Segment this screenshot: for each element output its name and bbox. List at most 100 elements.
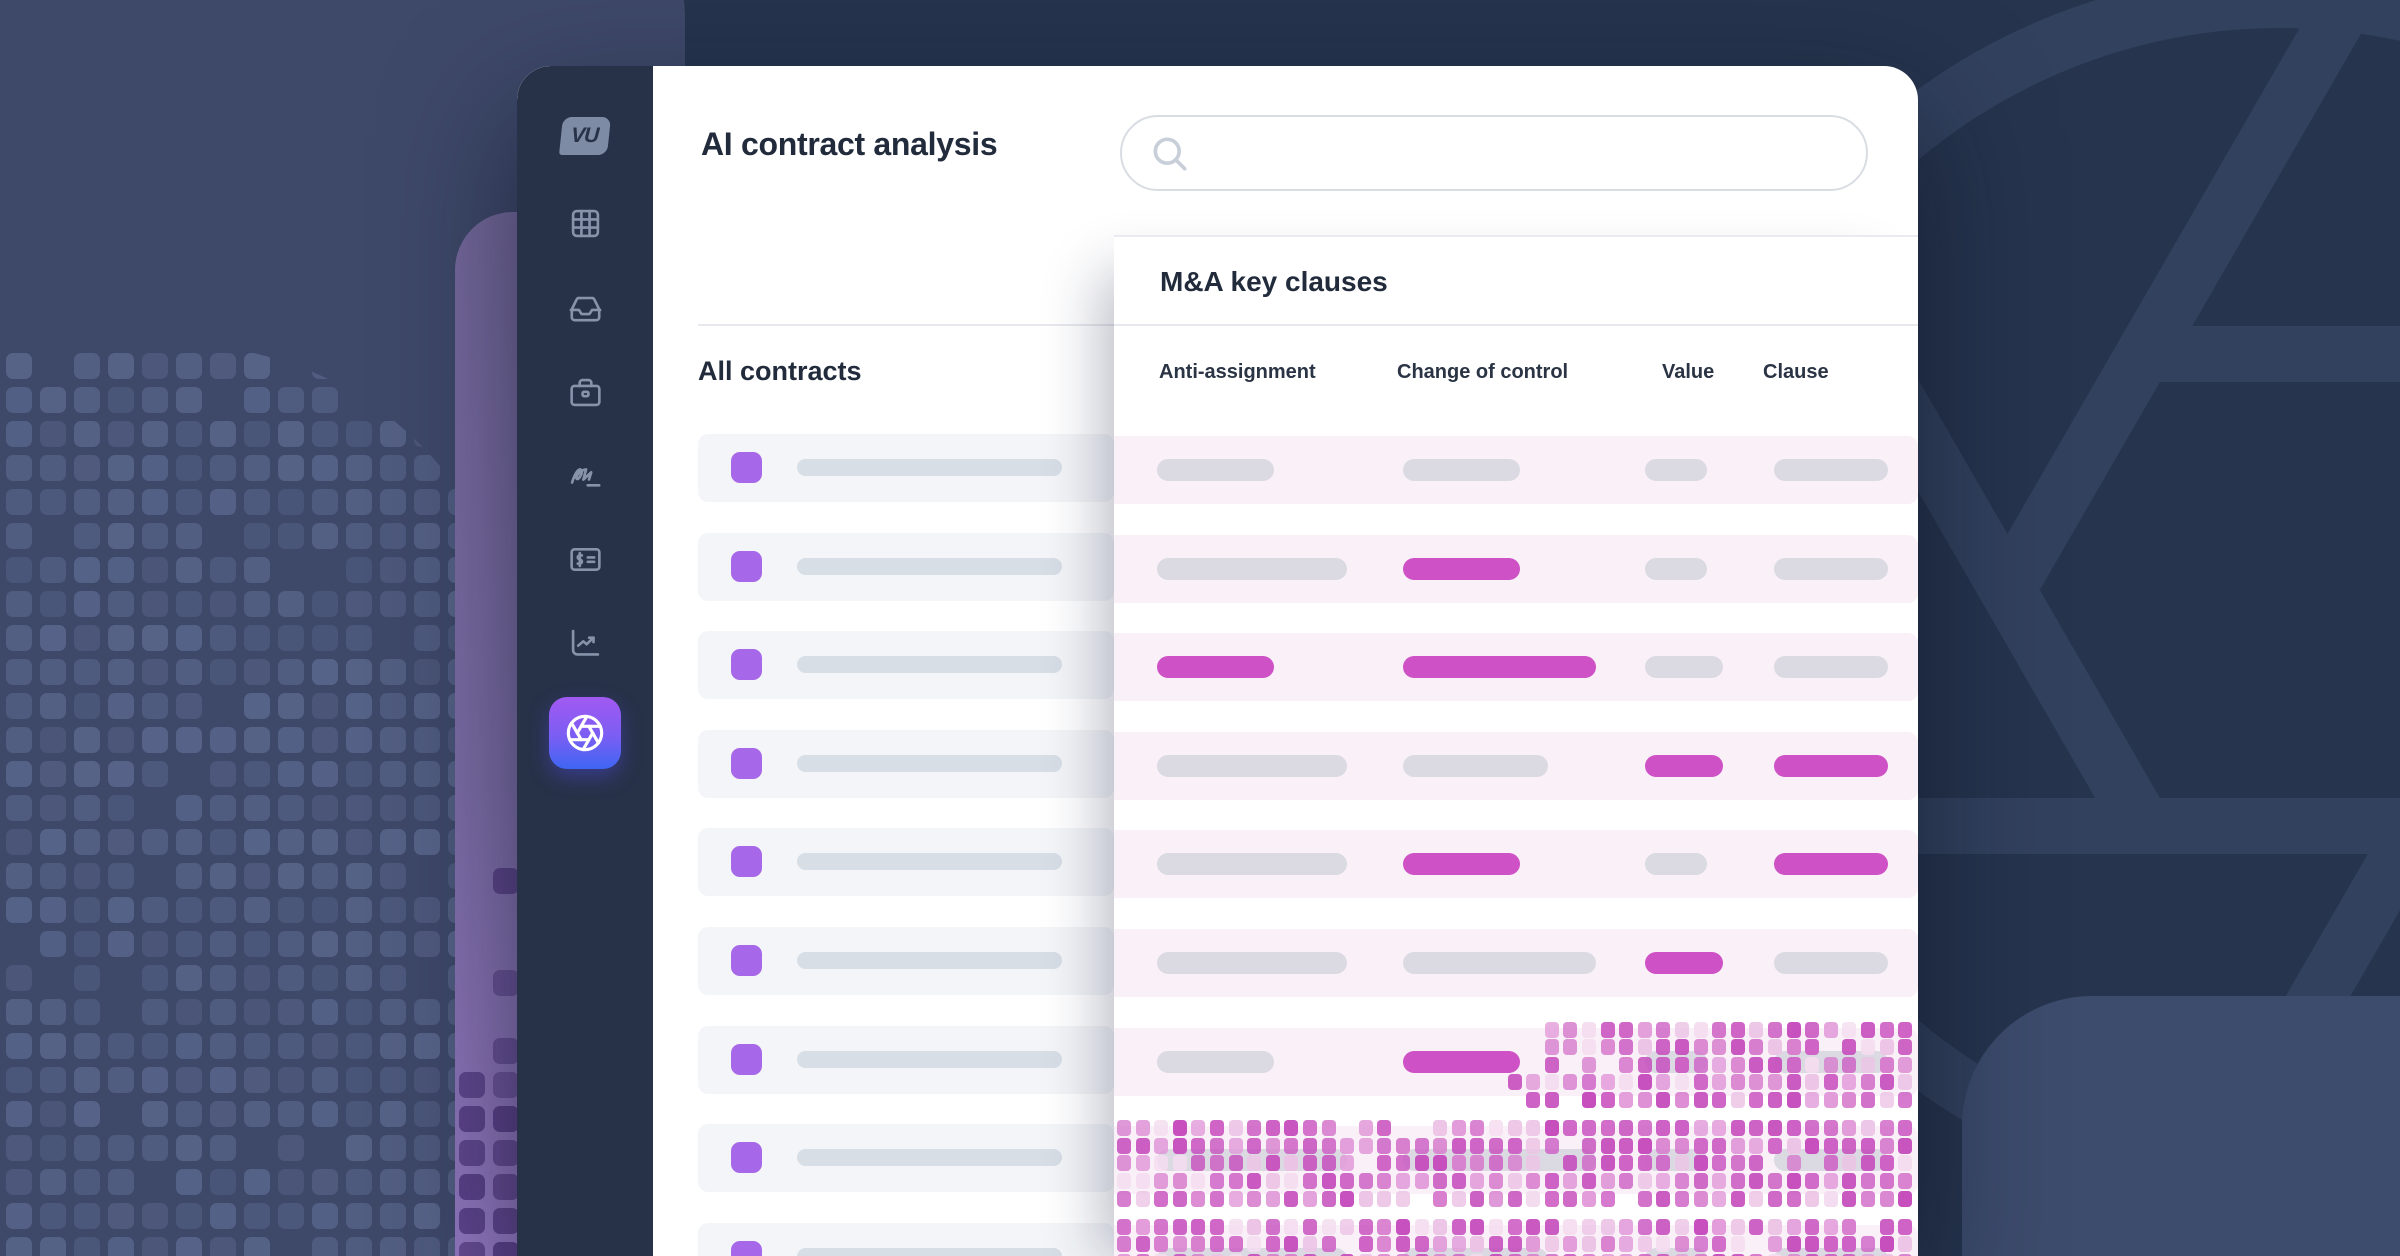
inbox-icon [569,296,601,321]
mosaic-dot [380,1033,406,1059]
contract-name-skeleton [797,754,1062,772]
anti-assignment-bar [1157,656,1274,679]
search-input[interactable] [1208,123,1842,185]
mosaic-dot [210,829,236,855]
mosaic-dot [74,1237,100,1256]
mosaic-dot [414,557,440,583]
sidebar-item-dashboard[interactable] [563,201,607,245]
mosaic-dot [380,829,406,855]
contract-type-square [731,1142,762,1174]
mosaic-dot [176,523,202,549]
mosaic-dot [176,829,202,855]
clause-row[interactable] [1114,534,1918,603]
clause-row[interactable] [1114,436,1918,504]
mosaic-dot [312,1169,338,1195]
mosaic-dot [176,387,202,413]
clause-row[interactable] [1114,1027,1918,1096]
column-header-clause: Clause [1763,361,1829,383]
clause-row[interactable] [1114,633,1918,702]
clause-row[interactable] [1114,731,1918,800]
mosaic-dot [346,659,372,685]
mosaic-dot [108,387,134,413]
mosaic-dot [244,1033,270,1059]
sidebar-item-signatures[interactable] [563,452,607,496]
mosaic-dot [346,1169,372,1195]
mosaic-dot [176,795,202,821]
contract-row[interactable] [698,1222,1114,1256]
sidebar-item-matters[interactable] [563,370,607,414]
mosaic-dot [380,761,406,787]
mosaic-dot [74,897,100,923]
contract-row[interactable] [698,434,1114,502]
clause-row[interactable] [1114,929,1918,997]
anti-assignment-bar [1157,557,1347,580]
mosaic-dot [346,455,372,481]
mosaic-dot [6,1169,32,1195]
contract-row[interactable] [698,1124,1114,1193]
contract-row[interactable] [698,1025,1114,1094]
mosaic-dot [278,727,304,753]
contract-row[interactable] [698,927,1114,995]
contract-row[interactable] [698,631,1114,700]
mosaic-dot [40,693,66,719]
clause-row[interactable] [1114,830,1918,899]
mosaic-dot [74,761,100,787]
mosaic-dot [346,999,372,1025]
mosaic-dot [380,591,406,617]
contract-row[interactable] [698,532,1114,601]
contract-row[interactable] [698,729,1114,798]
mosaic-dot [312,931,338,957]
mosaic-dot [210,1067,236,1093]
mosaic-dot [210,1101,236,1127]
clause-row[interactable] [1114,1224,1918,1256]
sidebar-item-ai-analysis-active[interactable] [549,697,621,769]
contract-name-skeleton [797,459,1062,476]
mosaic-dot [210,795,236,821]
sidebar-item-inbox[interactable] [563,286,607,330]
mosaic-dot [210,1135,236,1161]
mosaic-dot [244,829,270,855]
mosaic-dot [176,1067,202,1093]
mosaic-dot [6,421,32,447]
mosaic-dot [346,557,372,583]
mosaic-dot [312,1203,338,1229]
mosaic-dot [414,999,440,1025]
mosaic-dot [244,761,270,787]
contract-row[interactable] [698,828,1114,897]
contract-name-skeleton [797,1247,1062,1256]
navy-mosaic-pattern [0,345,520,1256]
mosaic-dot [176,625,202,651]
mosaic-dot [278,795,304,821]
mosaic-dot [414,659,440,685]
mosaic-dot [142,1135,168,1161]
contract-type-square [731,846,762,878]
mosaic-dot [380,897,406,923]
mosaic-dot [74,693,100,719]
mosaic-dot [414,1033,440,1059]
mosaic-dot [312,489,338,515]
clause-bar [1774,1050,1888,1073]
mosaic-dot [278,693,304,719]
anti-assignment-bar [1157,1247,1347,1256]
clause-row[interactable] [1114,1126,1918,1195]
mosaic-dot [108,727,134,753]
mosaic-dot [312,659,338,685]
mosaic-dot [414,455,440,481]
mosaic-dot [278,999,304,1025]
app-logo[interactable]: VU [559,117,611,155]
mosaic-dot [244,625,270,651]
change-of-control-bar [1403,952,1596,974]
mosaic-dot [6,557,32,583]
mosaic-dot [108,931,134,957]
search-bar[interactable] [1120,115,1868,191]
mosaic-dot [108,1203,134,1229]
mosaic-dot [210,1237,236,1256]
mosaic-dot [380,1203,406,1229]
mosaic-dot [108,795,134,821]
search-icon [1153,137,1187,171]
mosaic-dot [278,387,304,413]
sidebar-item-billing[interactable] [563,537,607,581]
sidebar-item-analytics[interactable] [563,621,607,665]
mosaic-dot [210,557,236,583]
mosaic-dot [6,625,32,651]
